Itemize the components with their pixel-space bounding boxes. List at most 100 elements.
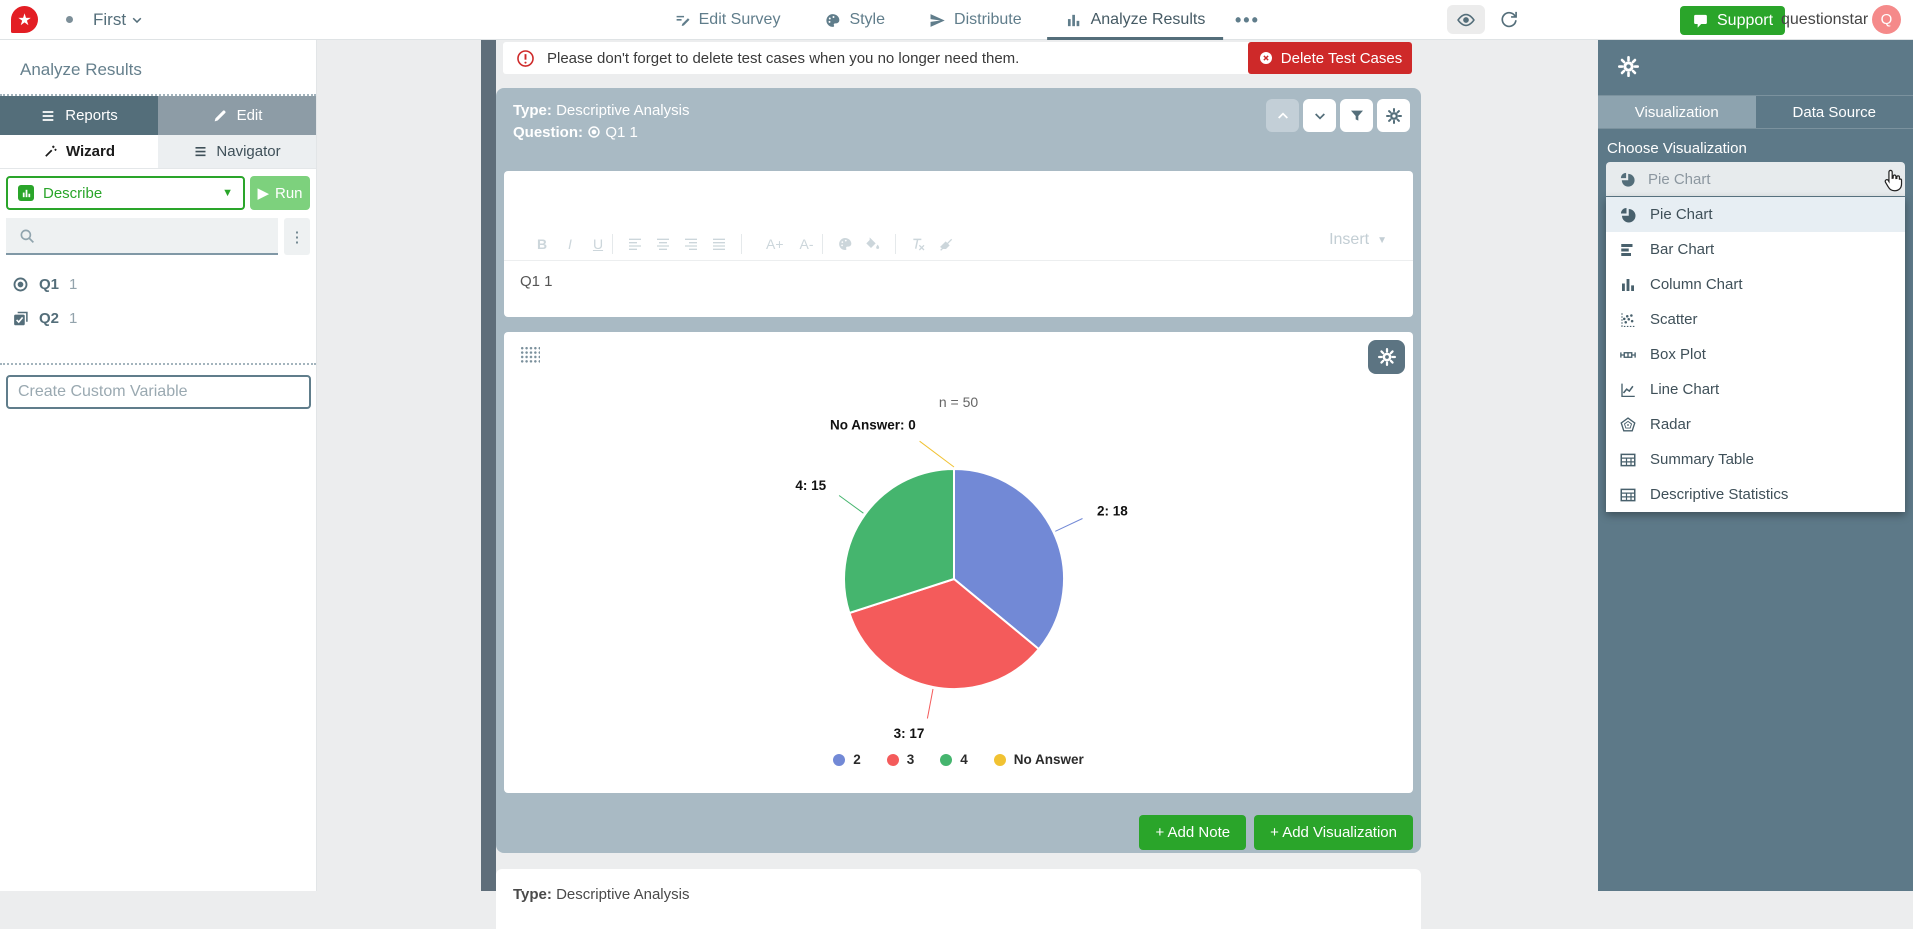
project-name[interactable]: First (93, 10, 126, 30)
editor-toolbar-button[interactable]: A- (784, 233, 814, 255)
nav-tab[interactable]: Edit Survey (656, 0, 799, 40)
visualization-option[interactable]: Bar Chart (1606, 232, 1905, 267)
question-item[interactable]: Q1 1 (0, 267, 316, 301)
legend-dot (887, 754, 899, 766)
visualization-option-label: Descriptive Statistics (1650, 486, 1788, 503)
visualization-option[interactable]: Column Chart (1606, 267, 1905, 302)
divider (0, 363, 316, 365)
editor-content[interactable]: Q1 1 (520, 273, 553, 290)
run-button[interactable]: ▶ Run (250, 176, 310, 210)
visualization-select[interactable]: Pie Chart (1606, 162, 1905, 196)
editor-toolbar-button[interactable] (932, 233, 960, 255)
pencil-icon (212, 108, 228, 124)
tab-wizard[interactable]: Wizard (0, 135, 158, 168)
add-note-button[interactable]: + Add Note (1139, 815, 1246, 850)
project-chevron-down-icon[interactable] (130, 13, 144, 27)
visualization-option[interactable]: Pie Chart (1606, 197, 1905, 232)
account-name[interactable]: questionstar (1781, 11, 1868, 29)
kebab-menu-icon[interactable]: ⋮ (284, 218, 310, 255)
move-up-button[interactable] (1266, 99, 1299, 132)
create-custom-variable-input[interactable] (6, 375, 311, 409)
visualization-option[interactable]: Radar (1606, 407, 1905, 442)
tab-data-source[interactable]: Data Source (1756, 96, 1913, 128)
mouse-cursor (1880, 168, 1906, 194)
warning-text: Please don't forget to delete test cases… (547, 50, 1019, 67)
caret-down-icon: ▼ (1377, 235, 1387, 246)
question-type-icon (12, 276, 29, 293)
move-down-button[interactable] (1303, 99, 1336, 132)
visualization-dropdown: Pie Chart Bar Chart Column Chart Scatter… (1606, 197, 1905, 512)
type-value: Descriptive Analysis (556, 102, 689, 119)
support-button[interactable]: Support (1680, 6, 1785, 35)
editor-tool-icon (784, 236, 800, 252)
legend-item[interactable]: No Answer (994, 752, 1084, 767)
app-logo-icon[interactable]: ★ (11, 6, 38, 33)
nav-tab[interactable]: Distribute (911, 0, 1040, 40)
analysis-type-select[interactable]: Describe ▼ (6, 176, 245, 210)
editor-tool-icon (865, 236, 881, 252)
editor-toolbar-button[interactable]: A+ (750, 233, 784, 255)
edit-button[interactable]: Edit (158, 96, 316, 135)
editor-toolbar-button[interactable] (895, 234, 896, 254)
editor-toolbar-button[interactable] (859, 233, 887, 255)
analysis-panel: Type: Descriptive Analysis Question: Q1 … (496, 88, 1421, 853)
preview-button[interactable] (1447, 5, 1485, 34)
editor-toolbar-button[interactable] (612, 234, 613, 254)
editor-toolbar-button[interactable] (677, 233, 705, 255)
editor-toolbar-button[interactable] (705, 233, 733, 255)
visualization-option[interactable]: Box Plot (1606, 337, 1905, 372)
reports-button[interactable]: Reports (0, 96, 158, 135)
visualization-option[interactable]: Summary Table (1606, 442, 1905, 477)
nav-tab-label: Distribute (954, 11, 1022, 29)
visualization-option[interactable]: Scatter (1606, 302, 1905, 337)
editor-toolbar-button[interactable] (904, 233, 932, 255)
legend-item[interactable]: 4 (940, 752, 968, 767)
type-label: Type: (513, 102, 552, 119)
editor-tool-icon (910, 236, 926, 252)
refresh-icon[interactable] (1499, 9, 1519, 29)
search-input[interactable] (6, 218, 278, 255)
tab-navigator[interactable]: Navigator (158, 135, 316, 168)
right-tabs: Visualization Data Source (1598, 95, 1913, 129)
visualization-option-label: Summary Table (1650, 451, 1754, 468)
editor-toolbar-button[interactable] (831, 233, 859, 255)
editor-toolbar-button[interactable]: B (520, 233, 548, 255)
question-item[interactable]: Q2 1 (0, 301, 316, 335)
nav-tab[interactable]: Style (806, 0, 903, 40)
pie-slice-label: 2: 18 (1097, 504, 1128, 519)
more-menu-icon[interactable]: ••• (1225, 0, 1270, 40)
panel-settings-button[interactable] (1377, 99, 1410, 132)
tab-visualization[interactable]: Visualization (1598, 96, 1756, 128)
editor-toolbar-button[interactable]: I (548, 233, 576, 255)
visualization-option-label: Bar Chart (1650, 241, 1714, 258)
legend-dot (940, 754, 952, 766)
vertical-scrollbar[interactable] (481, 40, 496, 891)
delete-test-cases-button[interactable]: Delete Test Cases (1248, 42, 1412, 74)
editor-toolbar-button[interactable] (621, 233, 649, 255)
editor-toolbar-button[interactable] (649, 233, 677, 255)
project-status-dot (66, 16, 73, 23)
filter-button[interactable] (1340, 99, 1373, 132)
legend-item[interactable]: 3 (887, 752, 915, 767)
avatar[interactable]: Q (1872, 5, 1901, 34)
editor-toolbar-button[interactable] (741, 234, 742, 254)
legend-item[interactable]: 2 (833, 752, 861, 767)
editor-tool-icon (577, 236, 593, 252)
gear-icon[interactable] (1618, 56, 1639, 77)
question-count: 1 (69, 276, 77, 293)
editor-tool-icon (683, 236, 699, 252)
visualization-option[interactable]: Descriptive Statistics (1606, 477, 1905, 512)
visualization-option[interactable]: Line Chart (1606, 372, 1905, 407)
note-editor: B I U (504, 171, 1413, 317)
add-visualization-button[interactable]: + Add Visualization (1254, 815, 1413, 850)
pie-slice-label: 4: 15 (795, 478, 826, 493)
nav-tab[interactable]: Analyze Results (1048, 0, 1224, 40)
support-label: Support (1717, 12, 1773, 30)
editor-toolbar-button[interactable] (822, 234, 823, 254)
legend-dot (994, 754, 1006, 766)
eye-icon (1456, 10, 1476, 30)
visualization-selected-value: Pie Chart (1648, 171, 1711, 188)
navigator-label: Navigator (216, 143, 280, 160)
insert-dropdown[interactable]: Insert ▼ (1329, 231, 1387, 249)
editor-toolbar-button[interactable]: U (576, 233, 604, 255)
